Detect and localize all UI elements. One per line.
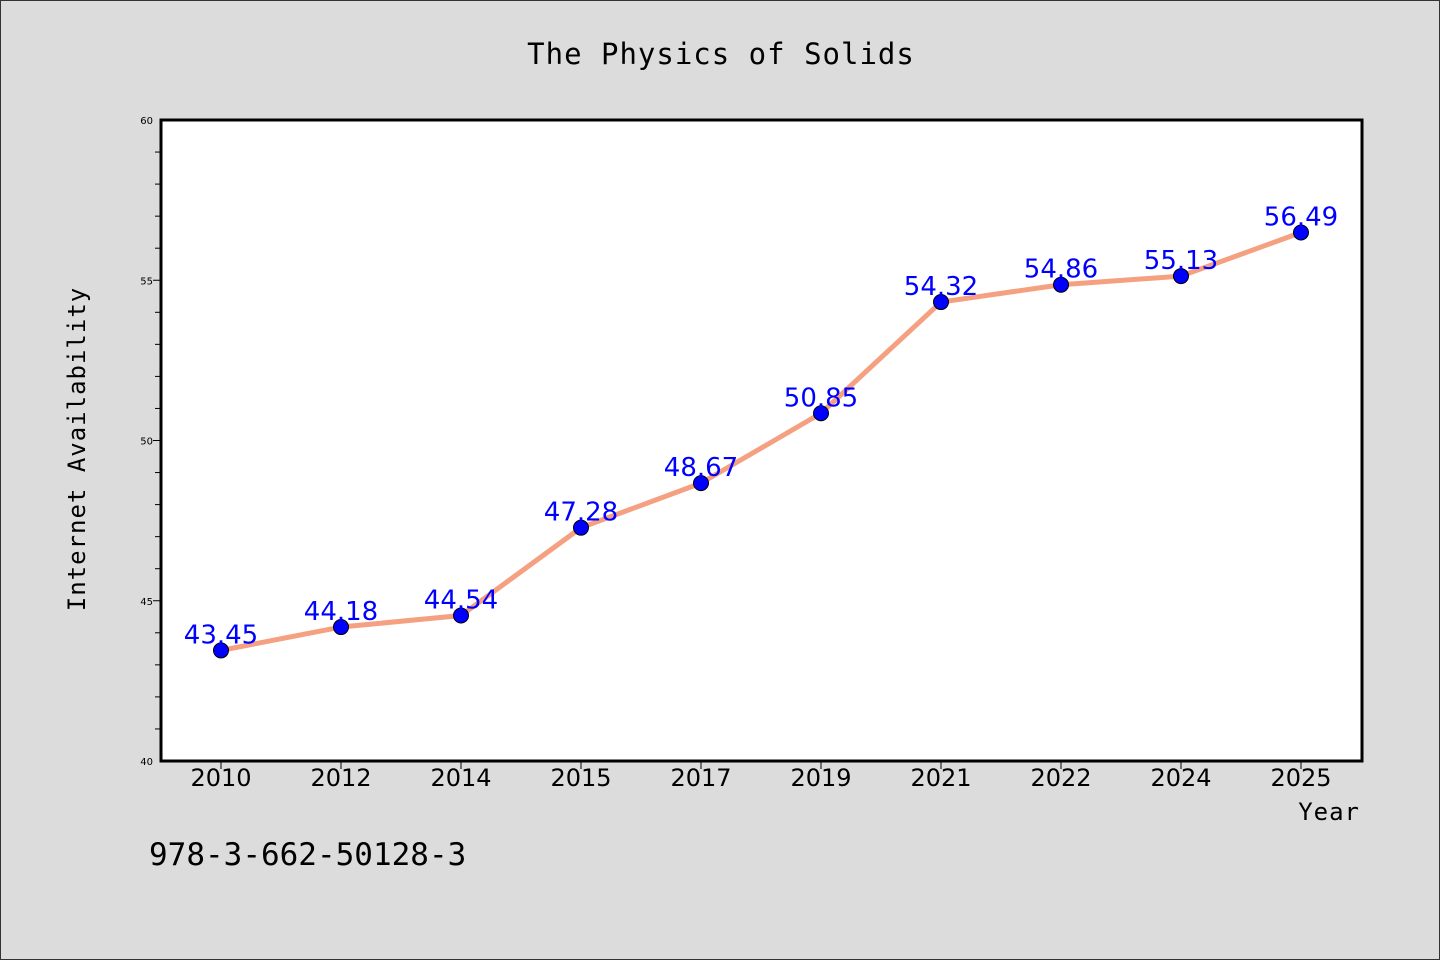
y-tick-label: 55 [140, 276, 153, 287]
data-point-label: 47.28 [544, 498, 618, 528]
data-point-marker [333, 619, 349, 636]
series-line [218, 229, 1304, 653]
x-axis-ticks: 2010 2012 2014 2015 2017 2019 2021 2022 2024 2025 [190, 761, 1332, 792]
data-point-marker [453, 607, 469, 624]
data-point-marker [813, 405, 829, 422]
data-point-marker [213, 642, 229, 659]
series-markers [213, 224, 1309, 659]
data-labels: 43.45 44.18 44.54 47.28 48.67 50.85 54.32 54.86… [184, 202, 1338, 650]
isbn-annotation: 978-3-662-50128-3 [149, 837, 466, 873]
data-point-marker [933, 294, 949, 311]
x-tick-label: 2019 [790, 764, 851, 792]
y-axis-ticks: 40 45 50 55 60 [140, 116, 161, 768]
x-tick-label: 2010 [190, 764, 251, 792]
x-axis-label: Year [1298, 798, 1360, 826]
x-tick-label: 2012 [310, 764, 371, 792]
data-point-marker [1053, 276, 1069, 293]
y-axis-label: Internet Availability [63, 287, 91, 611]
plot-frame [159, 118, 1364, 763]
x-tick-label: 2025 [1270, 764, 1331, 792]
y-tick-label: 40 [140, 757, 153, 768]
data-point-label: 44.54 [424, 585, 498, 615]
data-point-label: 54.86 [1024, 255, 1098, 285]
y-tick-label: 50 [140, 437, 153, 448]
data-point-marker [1293, 224, 1309, 241]
x-tick-label: 2021 [910, 764, 971, 792]
chart-title: The Physics of Solids [527, 37, 915, 71]
x-tick-label: 2015 [550, 764, 611, 792]
data-point-marker [573, 519, 589, 536]
data-point-marker [693, 475, 709, 492]
data-point-label: 56.49 [1264, 202, 1338, 232]
x-tick-label: 2022 [1030, 764, 1091, 792]
series-line-path [218, 229, 1304, 653]
data-point-marker [1173, 268, 1189, 285]
data-point-label: 50.85 [784, 383, 858, 413]
data-point-label: 43.45 [184, 620, 258, 650]
x-tick-label: 2024 [1150, 764, 1211, 792]
x-tick-label: 2017 [670, 764, 731, 792]
data-point-label: 48.67 [664, 453, 738, 483]
y-tick-label: 60 [140, 116, 153, 127]
x-tick-label: 2014 [430, 764, 491, 792]
data-point-label: 44.18 [304, 597, 378, 627]
data-point-label: 55.13 [1144, 246, 1218, 276]
y-tick-label: 45 [140, 597, 153, 608]
data-point-label: 54.32 [904, 272, 978, 302]
plot-area [161, 120, 1362, 761]
